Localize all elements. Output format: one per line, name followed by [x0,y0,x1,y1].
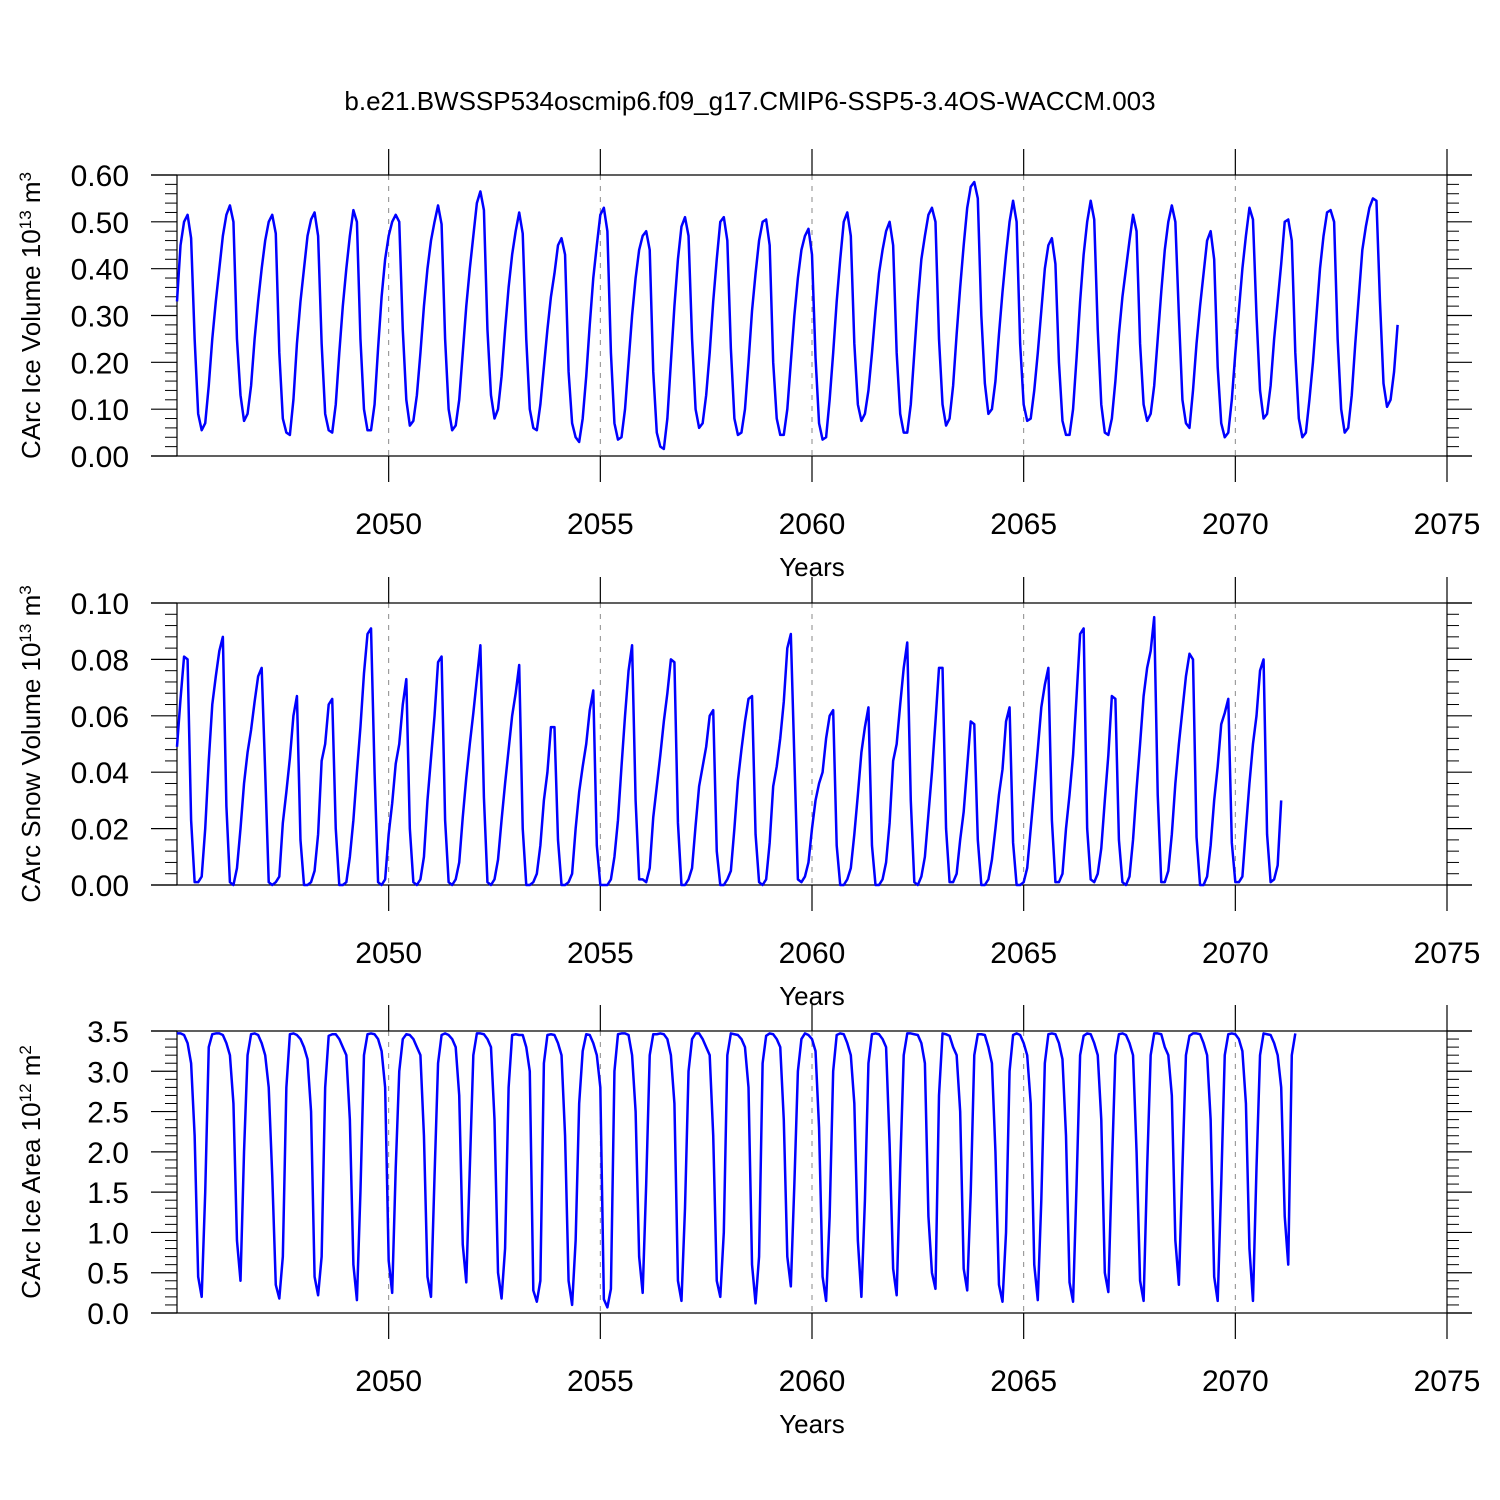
x-tick-label: 2050 [355,937,422,970]
x-tick-label: 2070 [1202,508,1269,541]
figure-title: b.e21.BWSSP534oscmip6.f09_g17.CMIP6-SSP5… [344,86,1155,116]
y-axis-label: CArc Snow Volume 1013 m3 [16,585,47,902]
y-tick-label: 0.20 [71,347,129,380]
x-tick-label: 2060 [779,937,846,970]
y-tick-label: 0.0 [87,1298,129,1331]
y-tick-label: 3.5 [87,1016,129,1049]
x-axis-label: Years [779,1409,845,1439]
y-tick-label: 0.00 [71,870,129,903]
y-axis-label-part: m [16,181,46,210]
series-line [175,615,1283,887]
y-axis-label-exponent: 3 [16,585,35,594]
y-axis-label: CArc Ice Area 1012 m2 [16,1045,47,1299]
y-axis-label-exponent: 3 [16,172,35,181]
x-tick-label: 2070 [1202,1365,1269,1398]
y-axis-label-exponent: 2 [16,1045,35,1054]
y-tick-label: 0.10 [71,588,129,621]
x-tick-label: 2075 [1414,937,1481,970]
y-tick-label: 0.02 [71,814,129,847]
x-tick-label: 2055 [567,508,634,541]
x-tick-label: 2065 [990,1365,1057,1398]
panel-2: 0.00 0.02 0.04 0.06 0.08 0.10 2050 2055 2060 2065… [16,577,1481,1011]
y-tick-label: 0.50 [71,207,129,240]
x-tick-label: 2060 [779,508,846,541]
x-tick-label: 2060 [779,1365,846,1398]
panel-1: 0.00 0.10 0.20 0.30 0.40 0.50 0.60 2050 2055 2060… [16,149,1481,582]
x-tick-label: 2050 [355,1365,422,1398]
y-tick-label: 3.0 [87,1056,129,1089]
y-tick-label: 0.10 [71,394,129,427]
y-tick-label: 0.00 [71,441,129,474]
x-tick-label: 2050 [355,508,422,541]
y-tick-label: 1.5 [87,1177,129,1210]
series-line [175,180,1399,451]
y-axis-label-part: m [16,595,46,624]
y-tick-label: 2.5 [87,1097,129,1130]
y-axis-label-part: m [16,1055,46,1084]
x-tick-label: 2070 [1202,937,1269,970]
y-tick-label: 0.04 [71,757,129,790]
y-tick-label: 1.0 [87,1217,129,1250]
y-tick-label: 2.0 [87,1137,129,1170]
y-tick-label: 0.08 [71,644,129,677]
y-axis-label-part: CArc Snow Volume 10 [16,643,46,903]
x-tick-label: 2075 [1414,508,1481,541]
y-axis-label-exponent: 12 [16,1083,35,1102]
y-axis-label-part: CArc Ice Volume 10 [16,229,46,459]
y-axis-label: CArc Ice Volume 1013 m3 [16,172,47,459]
series-line [177,1032,1297,1309]
y-tick-label: 0.06 [71,701,129,734]
panel-3: 0.0 0.5 1.0 1.5 2.0 2.5 3.0 3.5 2050 2055 2060 2065… [16,1005,1481,1439]
y-axis-label-exponent: 13 [16,210,35,229]
x-tick-label: 2055 [567,937,634,970]
x-tick-label: 2055 [567,1365,634,1398]
y-axis-label-part: CArc Ice Area 10 [16,1102,46,1299]
x-tick-label: 2075 [1414,1365,1481,1398]
x-tick-label: 2065 [990,508,1057,541]
x-tick-label: 2065 [990,937,1057,970]
y-tick-label: 0.5 [87,1258,129,1291]
y-axis-label-exponent: 13 [16,624,35,643]
y-tick-label: 0.60 [71,160,129,193]
y-tick-label: 0.30 [71,301,129,334]
y-tick-label: 0.40 [71,254,129,287]
